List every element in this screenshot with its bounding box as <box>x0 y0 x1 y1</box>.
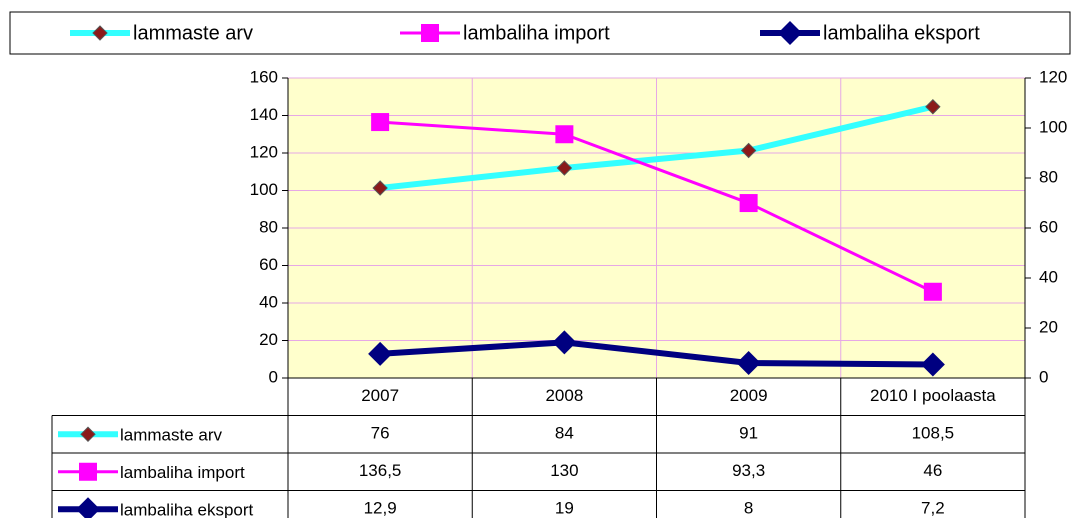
y2-tick-label: 60 <box>1039 217 1058 236</box>
y-tick-label: 80 <box>259 217 278 236</box>
data-point <box>925 99 941 115</box>
y-tick-label: 20 <box>259 330 278 349</box>
table-value: 136,5 <box>359 461 402 480</box>
table-value: 12,9 <box>364 499 397 518</box>
data-point <box>368 341 393 366</box>
table-value: 108,5 <box>912 424 955 443</box>
legend-text: lambaliha import <box>463 22 610 44</box>
y2-tick-label: 120 <box>1039 67 1067 86</box>
table-legend-marker <box>79 462 97 481</box>
y-tick-label: 0 <box>269 367 278 386</box>
table-value: 7,2 <box>921 499 945 518</box>
table-value: 19 <box>555 499 574 518</box>
x-tick-label: 2009 <box>730 386 768 405</box>
x-tick-label: 2010 I poolaasta <box>870 386 996 405</box>
y2-tick-label: 100 <box>1039 117 1067 136</box>
data-point <box>736 351 761 375</box>
table-legend-marker <box>80 426 96 442</box>
table-value: 130 <box>550 461 578 480</box>
series-line <box>379 339 933 368</box>
legend-marker <box>421 24 439 42</box>
table-value: 93,3 <box>732 461 765 480</box>
data-point <box>371 113 390 132</box>
legend-text: lammaste arv <box>133 22 253 44</box>
table-legend-marker <box>76 497 100 518</box>
y2-tick-label: 20 <box>1039 317 1058 336</box>
x-tick-label: 2008 <box>545 386 583 405</box>
table-value: 84 <box>555 424 574 443</box>
data-point <box>920 352 945 377</box>
table-value: 8 <box>744 499 753 518</box>
data-point <box>923 282 942 301</box>
legend-box <box>9 11 1071 55</box>
legend-text: lambaliha eksport <box>823 22 980 44</box>
y2-tick-label: 40 <box>1039 267 1058 286</box>
series-line <box>379 103 934 191</box>
table-value: 91 <box>739 424 758 443</box>
legend-marker <box>778 21 802 45</box>
y-tick-label: 160 <box>250 67 278 86</box>
y-tick-label: 40 <box>259 292 278 311</box>
y-tick-label: 120 <box>250 142 278 161</box>
data-point <box>740 142 757 159</box>
data-point <box>556 160 573 176</box>
y2-tick-label: 0 <box>1039 367 1048 386</box>
data-point <box>552 330 577 355</box>
table-row-label: lammaste arv <box>120 426 223 445</box>
x-tick-label: 2007 <box>361 386 399 405</box>
table-row-label: lambaliha eksport <box>120 501 254 518</box>
table-value: 46 <box>923 461 942 480</box>
data-point <box>555 125 574 144</box>
legend-marker <box>92 25 108 41</box>
y2-tick-label: 80 <box>1039 167 1058 186</box>
table-value: 76 <box>371 424 390 443</box>
data-point <box>739 194 758 213</box>
y-tick-label: 60 <box>259 255 278 274</box>
series-line <box>380 120 934 294</box>
data-point <box>372 180 388 196</box>
y-tick-label: 140 <box>250 105 278 124</box>
table-row-label: lambaliha import <box>120 463 245 482</box>
y-tick-label: 100 <box>250 180 278 199</box>
